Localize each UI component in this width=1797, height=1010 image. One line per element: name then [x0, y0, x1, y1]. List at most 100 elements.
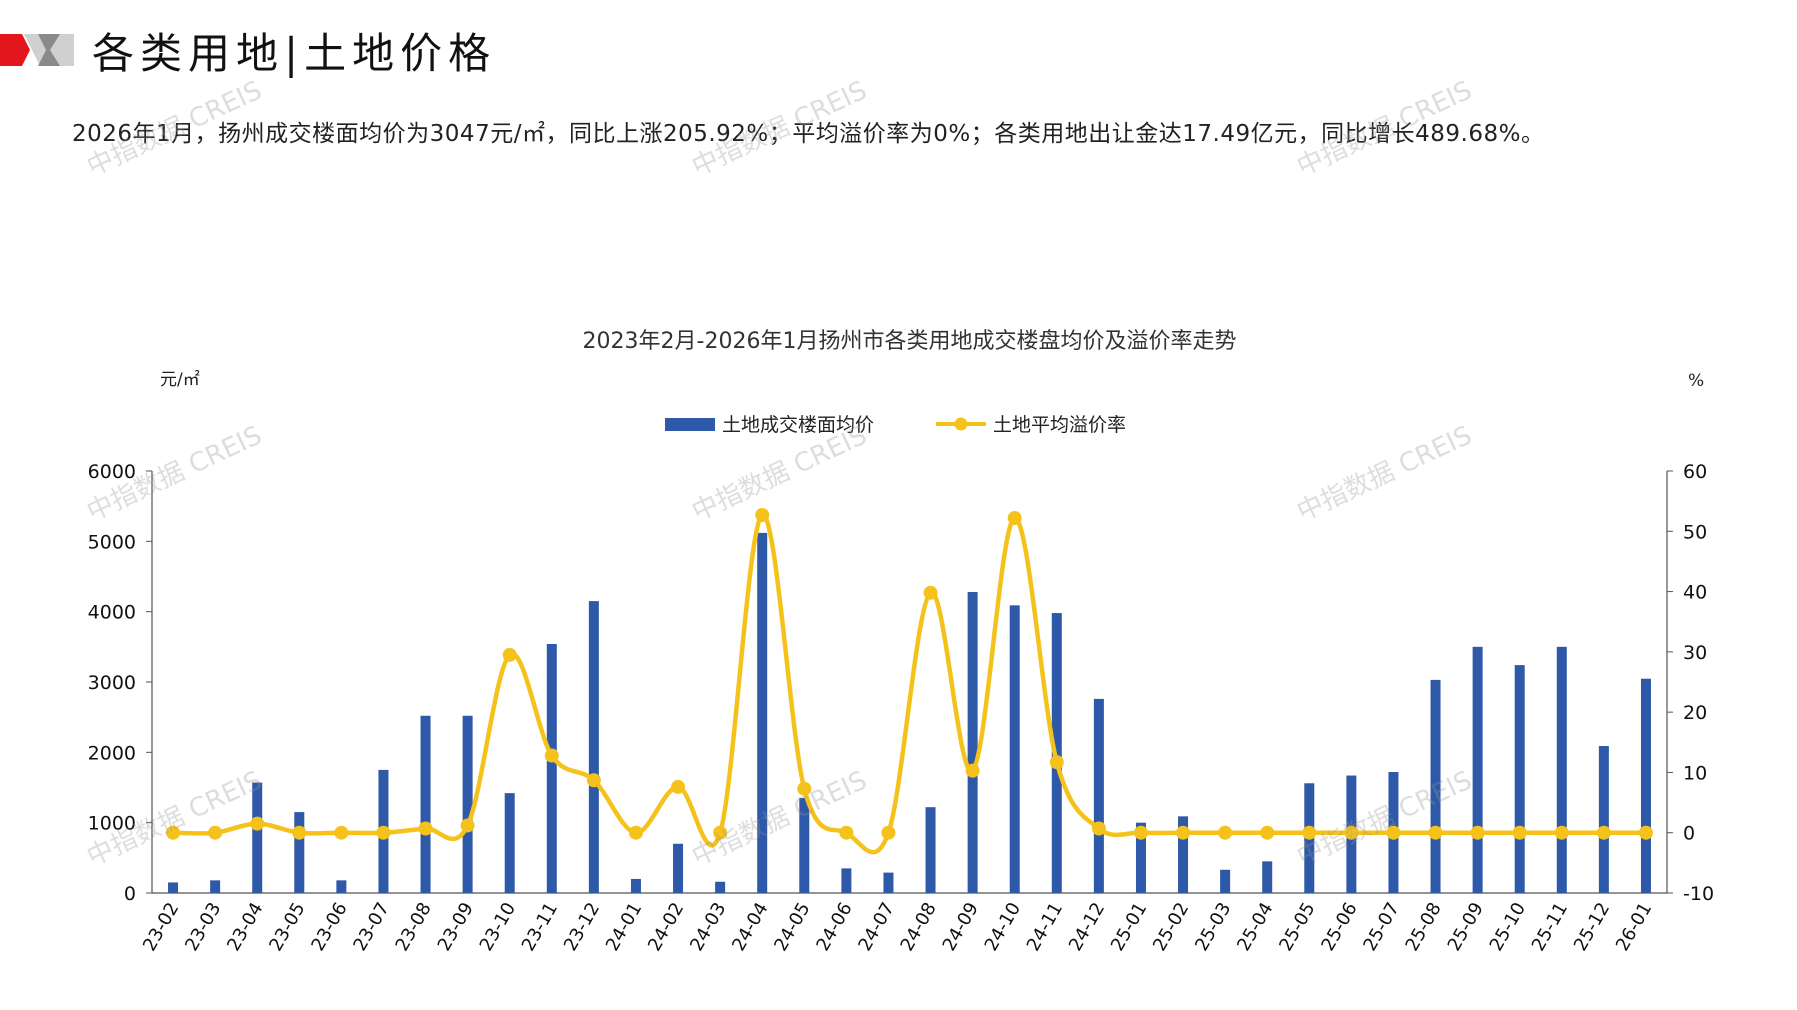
right-tick-label: 40: [1683, 582, 1707, 604]
premium-rate-point: [1344, 825, 1359, 840]
premium-rate-point: [1260, 825, 1275, 840]
x-tick-label: 23-03: [181, 899, 225, 955]
chart-title: 2023年2月-2026年1月扬州市各类用地成交楼盘均价及溢价率走势: [583, 329, 1237, 354]
bar: [925, 807, 936, 893]
premium-rate-point: [797, 781, 812, 796]
x-tick-label: 25-10: [1486, 899, 1530, 955]
premium-rate-point: [1596, 825, 1611, 840]
right-tick-label: -10: [1683, 883, 1714, 905]
bar: [799, 798, 810, 893]
right-tick-label: 20: [1683, 702, 1707, 724]
premium-rate-point: [418, 821, 433, 836]
bar: [757, 532, 768, 893]
right-tick-label: 60: [1683, 461, 1707, 483]
x-tick-label: 24-12: [1065, 899, 1109, 955]
right-tick-label: 50: [1683, 521, 1707, 543]
premium-rate-point: [1512, 825, 1527, 840]
premium-rate-point: [544, 748, 559, 763]
x-tick-label: 25-04: [1233, 899, 1277, 955]
bar: [546, 644, 557, 893]
bar: [462, 715, 473, 893]
premium-rate-point: [1091, 821, 1106, 836]
premium-rate-point: [965, 763, 980, 778]
x-tick-label: 25-07: [1359, 899, 1403, 955]
premium-rate-point: [586, 773, 601, 788]
premium-rate-point: [713, 825, 728, 840]
premium-rate-point: [1049, 755, 1064, 770]
x-tick-label: 25-03: [1191, 899, 1235, 955]
x-tick-label: 25-01: [1107, 899, 1151, 955]
x-tick-label: 24-05: [770, 899, 814, 955]
x-tick-label: 24-09: [939, 899, 983, 955]
bar: [1640, 678, 1651, 893]
x-tick-label: 23-10: [476, 899, 520, 955]
bar: [967, 591, 978, 893]
bar: [336, 880, 347, 893]
bar: [1135, 822, 1146, 893]
left-axis-unit: 元/㎡: [160, 370, 200, 390]
x-tick-label: 25-12: [1570, 899, 1614, 955]
bar: [1598, 746, 1609, 893]
legend-line-marker: [954, 417, 968, 431]
bar: [168, 882, 179, 893]
premium-rate-point: [376, 825, 391, 840]
premium-rate-point: [839, 825, 854, 840]
bar: [294, 812, 305, 893]
left-tick-label: 5000: [88, 531, 136, 553]
premium-rate-point: [1133, 825, 1148, 840]
premium-rate-point: [208, 825, 223, 840]
bar: [252, 782, 263, 893]
x-tick-label: 24-11: [1023, 899, 1067, 955]
x-tick-label: 23-12: [560, 899, 604, 955]
x-tick-label: 25-11: [1528, 899, 1572, 955]
x-tick-label: 24-10: [981, 899, 1025, 955]
left-tick-label: 6000: [88, 461, 136, 483]
right-tick-label: 10: [1683, 762, 1707, 784]
legend-line-label: 土地平均溢价率: [993, 414, 1126, 436]
right-tick-label: 30: [1683, 642, 1707, 664]
premium-rate-point: [1428, 825, 1443, 840]
bar: [1178, 816, 1189, 893]
x-tick-label: 23-02: [139, 899, 183, 955]
bar: [210, 880, 221, 893]
bar: [1262, 861, 1273, 893]
bar: [630, 878, 641, 893]
bar: [673, 843, 684, 893]
page-title: 各类用地|土地价格: [92, 29, 497, 78]
premium-rate-point: [502, 647, 517, 662]
bar: [1514, 665, 1525, 893]
x-tick-label: 23-07: [349, 899, 393, 955]
premium-rate-point: [250, 816, 265, 831]
left-tick-label: 3000: [88, 672, 136, 694]
x-tick-label: 25-06: [1317, 899, 1361, 955]
legend-bar-label: 土地成交楼面均价: [722, 414, 874, 436]
premium-rate-point: [166, 825, 181, 840]
bar: [1430, 679, 1441, 893]
right-tick-label: 0: [1683, 823, 1695, 845]
bar: [588, 601, 599, 893]
bar: [1472, 646, 1483, 893]
legend-bar-swatch: [665, 418, 715, 431]
x-tick-label: 23-08: [392, 899, 436, 955]
bar: [504, 793, 515, 893]
x-tick-label: 25-05: [1275, 899, 1319, 955]
premium-rate-point: [755, 508, 770, 523]
premium-rate-point: [1302, 825, 1317, 840]
premium-rate-point: [1554, 825, 1569, 840]
premium-rate-point: [1007, 511, 1022, 526]
premium-rate-point: [628, 825, 643, 840]
premium-rate-point: [671, 779, 686, 794]
premium-rate-point: [881, 825, 896, 840]
x-tick-label: 25-02: [1149, 899, 1193, 955]
brand-logo: [0, 34, 74, 66]
x-tick-label: 23-09: [434, 899, 478, 955]
left-tick-label: 0: [124, 883, 136, 905]
x-tick-label: 24-08: [897, 899, 941, 955]
bar: [1556, 646, 1567, 893]
premium-rate-point: [1470, 825, 1485, 840]
bar: [1009, 605, 1020, 893]
x-tick-label: 24-07: [854, 899, 898, 955]
bar: [841, 868, 852, 893]
premium-rate-point: [1638, 825, 1653, 840]
x-tick-label: 24-04: [728, 899, 772, 955]
